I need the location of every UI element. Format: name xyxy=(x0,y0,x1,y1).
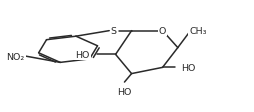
Text: HO: HO xyxy=(75,50,90,59)
Text: CH₃: CH₃ xyxy=(189,27,207,36)
Text: S: S xyxy=(111,27,117,36)
Text: O: O xyxy=(159,27,166,36)
Text: HO: HO xyxy=(182,63,196,72)
Text: HO: HO xyxy=(117,87,132,96)
Text: NO₂: NO₂ xyxy=(7,53,25,62)
